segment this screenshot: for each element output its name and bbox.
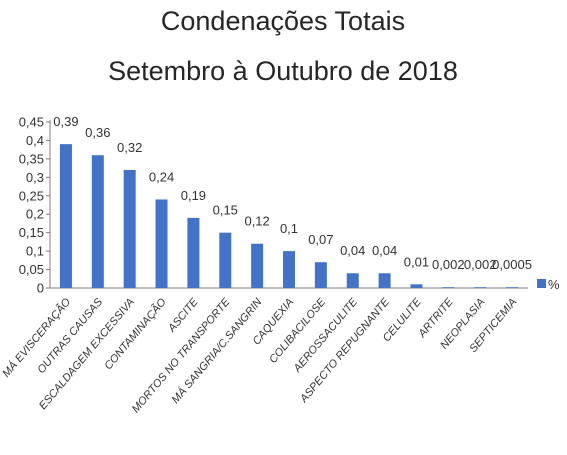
bar bbox=[283, 251, 295, 288]
legend-label: % bbox=[548, 277, 560, 292]
bar bbox=[91, 155, 104, 288]
data-labels: 0,39 0,36 0,32 0,24 0,19 0,15 0,12 0,1 0,07 0,04 0… bbox=[53, 114, 532, 272]
y-tick-label: 0 bbox=[37, 281, 44, 296]
bar bbox=[378, 273, 391, 288]
legend-swatch bbox=[537, 279, 546, 288]
data-label: 0,32 bbox=[117, 140, 142, 155]
y-tick-label: 0,45 bbox=[19, 115, 44, 130]
data-label: 0,24 bbox=[149, 169, 174, 184]
bar bbox=[410, 284, 423, 288]
data-label: 0,01 bbox=[404, 254, 429, 269]
y-tick-label: 0,2 bbox=[26, 207, 44, 222]
bar bbox=[219, 232, 232, 288]
bar-series bbox=[59, 144, 519, 288]
data-label: 0,07 bbox=[308, 232, 333, 247]
bar bbox=[442, 287, 455, 288]
data-label: 0,002 bbox=[464, 257, 497, 272]
chart-title-line: Setembro à Outubro de 2018 bbox=[108, 56, 458, 86]
category-label: COLIBACILOSE bbox=[267, 296, 328, 366]
chart-title-line: Condenações Totais bbox=[161, 6, 405, 36]
data-label: 0,39 bbox=[53, 114, 78, 129]
data-label: 0,04 bbox=[372, 243, 397, 258]
data-label: 0,0005 bbox=[492, 257, 532, 272]
bar bbox=[123, 169, 136, 288]
legend: % bbox=[537, 277, 560, 292]
bar bbox=[506, 287, 519, 288]
data-label: 0,04 bbox=[340, 243, 365, 258]
y-axis: 0 0,05 0,1 0,15 0,2 0,25 0,3 0,35 0,4 0,45 bbox=[19, 115, 51, 296]
y-tick-label: 0,1 bbox=[26, 244, 44, 259]
chart-title: Condenações Totais Setembro à Outubro de … bbox=[108, 6, 458, 86]
data-label: 0,19 bbox=[181, 188, 206, 203]
y-tick-label: 0,25 bbox=[19, 188, 44, 203]
y-tick-label: 0,15 bbox=[19, 225, 44, 240]
data-label: 0,36 bbox=[85, 125, 110, 140]
y-tick-label: 0,05 bbox=[19, 262, 44, 277]
bar bbox=[314, 262, 327, 288]
data-label: 0,002 bbox=[432, 257, 465, 272]
data-label: 0,12 bbox=[244, 214, 269, 229]
data-label: 0,15 bbox=[213, 203, 238, 218]
bar bbox=[187, 217, 200, 288]
y-tick-label: 0,35 bbox=[19, 151, 44, 166]
bar bbox=[474, 287, 487, 288]
y-tick-label: 0,4 bbox=[26, 133, 44, 148]
y-tick-label: 0,3 bbox=[26, 170, 44, 185]
bar bbox=[346, 273, 359, 288]
bar bbox=[251, 243, 264, 288]
data-label: 0,1 bbox=[280, 221, 298, 236]
bar bbox=[59, 144, 72, 288]
bar bbox=[155, 199, 168, 288]
